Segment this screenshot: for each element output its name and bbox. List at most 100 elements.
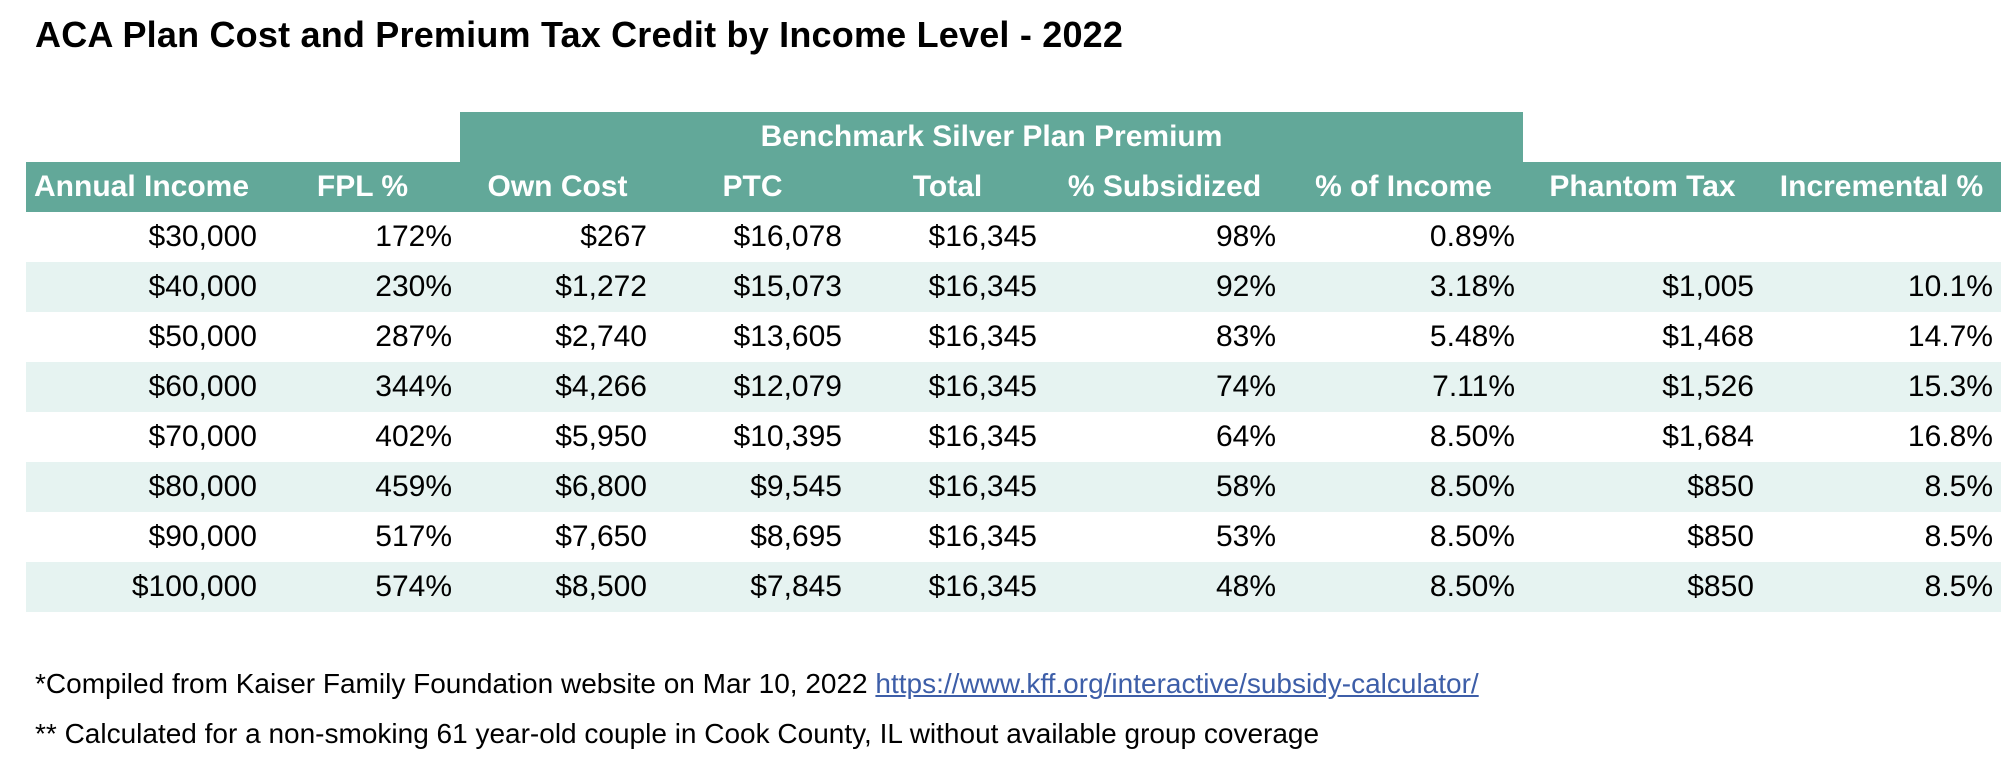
table-row: $40,000 230% $1,272 $15,073 $16,345 92% … (26, 262, 2001, 312)
cell-phantom-tax: $850 (1687, 520, 1754, 553)
cell-phantom-tax: $1,684 (1662, 420, 1754, 453)
cell-fpl-percent: 344% (265, 362, 460, 412)
cell-percent-of-income: 8.50% (1429, 520, 1515, 553)
cell-own-cost: $6,800 (460, 462, 655, 512)
cell-percent-of-income: 0.89% (1429, 220, 1515, 253)
cell-ptc: $7,845 (655, 562, 850, 612)
cell-ptc: $8,695 (750, 520, 842, 553)
cell-total: $16,345 (850, 562, 1045, 612)
cell-fpl-percent: 230% (265, 262, 460, 312)
table-row: $30,000 172% $267 $16,078 $16,345 98% 0.… (26, 212, 2001, 262)
footnote-assumptions: ** Calculated for a non-smoking 61 year-… (35, 718, 1320, 749)
table-row: $80,000 459% $6,800 $9,545 $16,345 58% 8… (26, 462, 2001, 512)
cell-annual-income: $30,000 (148, 220, 257, 253)
kff-calculator-link[interactable]: https://www.kff.org/interactive/subsidy-… (875, 668, 1479, 699)
cell-total: $16,345 (928, 520, 1037, 553)
cell-annual-income: $60,000 (26, 362, 265, 412)
cell-annual-income: $50,000 (148, 320, 257, 353)
cell-phantom-tax: $1,005 (1523, 262, 1762, 312)
column-header-annual-income: Annual Income (26, 162, 265, 212)
cell-percent-of-income: 8.50% (1284, 562, 1523, 612)
cell-percent-of-income: 5.48% (1429, 320, 1515, 353)
cell-ptc: $10,395 (733, 420, 842, 453)
cell-incremental-percent: 8.5% (1762, 462, 2001, 512)
group-spacer-right (1523, 112, 2001, 162)
cell-percent-of-income: 8.50% (1284, 462, 1523, 512)
column-header-phantom-tax: Phantom Tax (1523, 162, 1762, 212)
column-header-fpl-percent: FPL % (265, 162, 460, 212)
cell-fpl-percent: 172% (375, 220, 452, 253)
column-header-percent-of-income: % of Income (1284, 162, 1523, 212)
table-row: $100,000 574% $8,500 $7,845 $16,345 48% … (26, 562, 2001, 612)
cell-own-cost: $8,500 (460, 562, 655, 612)
cell-phantom-tax: $1,526 (1523, 362, 1762, 412)
cell-fpl-percent: 402% (375, 420, 452, 453)
cell-percent-of-income: 7.11% (1284, 362, 1523, 412)
table-row: $70,000 402% $5,950 $10,395 $16,345 64% … (26, 412, 2001, 462)
cell-fpl-percent: 517% (375, 520, 452, 553)
column-header-percent-subsidized: % Subsidized (1045, 162, 1284, 212)
cell-percent-subsidized: 58% (1045, 462, 1284, 512)
cell-total: $16,345 (928, 220, 1037, 253)
cell-incremental-percent: 8.5% (1762, 562, 2001, 612)
table-row: $50,000 287% $2,740 $13,605 $16,345 83% … (26, 312, 2001, 362)
cell-own-cost: $2,740 (555, 320, 647, 353)
cell-phantom-tax: $850 (1523, 462, 1762, 512)
cell-percent-subsidized: 98% (1215, 220, 1276, 253)
cell-incremental-percent: 15.3% (1762, 362, 2001, 412)
column-header-ptc: PTC (655, 162, 850, 212)
cell-percent-subsidized: 74% (1045, 362, 1284, 412)
cell-incremental-percent: 16.8% (1907, 420, 1993, 453)
cell-percent-of-income: 3.18% (1284, 262, 1523, 312)
cell-annual-income: $100,000 (26, 562, 265, 612)
page-title: ACA Plan Cost and Premium Tax Credit by … (35, 14, 1124, 55)
cell-annual-income: $80,000 (26, 462, 265, 512)
column-header-incremental-percent: Incremental % (1762, 162, 2001, 212)
cell-ptc: $16,078 (733, 220, 842, 253)
group-header-benchmark: Benchmark Silver Plan Premium (460, 112, 1523, 162)
cell-percent-subsidized: 83% (1215, 320, 1276, 353)
cell-total: $16,345 (850, 462, 1045, 512)
cell-percent-subsidized: 48% (1045, 562, 1284, 612)
cell-own-cost: $4,266 (460, 362, 655, 412)
cell-own-cost: $267 (580, 220, 647, 253)
cell-own-cost: $1,272 (460, 262, 655, 312)
cell-fpl-percent: 574% (265, 562, 460, 612)
table-row: $60,000 344% $4,266 $12,079 $16,345 74% … (26, 362, 2001, 412)
cell-incremental-percent: 8.5% (1924, 520, 1993, 553)
cell-own-cost: $5,950 (555, 420, 647, 453)
cell-percent-of-income: 8.50% (1429, 420, 1515, 453)
cell-ptc: $9,545 (655, 462, 850, 512)
cell-annual-income: $90,000 (148, 520, 257, 553)
column-header-row: Annual Income FPL % Own Cost PTC Total %… (26, 162, 2001, 212)
cell-incremental-percent: 14.7% (1907, 320, 1993, 353)
cell-ptc: $13,605 (733, 320, 842, 353)
cell-percent-subsidized: 92% (1045, 262, 1284, 312)
cell-phantom-tax: $1,468 (1662, 320, 1754, 353)
table-row: $90,000 517% $7,650 $8,695 $16,345 53% 8… (26, 512, 2001, 562)
cell-percent-subsidized: 64% (1215, 420, 1276, 453)
cell-incremental-percent: 10.1% (1762, 262, 2001, 312)
cell-fpl-percent: 287% (375, 320, 452, 353)
cell-total: $16,345 (928, 420, 1037, 453)
column-header-total: Total (850, 162, 1045, 212)
footnote-source: *Compiled from Kaiser Family Foundation … (35, 668, 1479, 700)
group-spacer-left (26, 112, 460, 162)
cell-phantom-tax: $850 (1523, 562, 1762, 612)
column-header-own-cost: Own Cost (460, 162, 655, 212)
cell-total: $16,345 (850, 262, 1045, 312)
cell-own-cost: $7,650 (555, 520, 647, 553)
cell-phantom-tax (1523, 212, 1762, 262)
cell-ptc: $15,073 (655, 262, 850, 312)
premium-table: Benchmark Silver Plan Premium Annual Inc… (26, 112, 2001, 612)
cell-ptc: $12,079 (655, 362, 850, 412)
footnote-source-text: *Compiled from Kaiser Family Foundation … (35, 668, 868, 699)
cell-total: $16,345 (850, 362, 1045, 412)
cell-annual-income: $70,000 (148, 420, 257, 453)
cell-percent-subsidized: 53% (1215, 520, 1276, 553)
cell-fpl-percent: 459% (265, 462, 460, 512)
cell-annual-income: $40,000 (26, 262, 265, 312)
cell-total: $16,345 (928, 320, 1037, 353)
cell-incremental-percent (1762, 212, 2001, 262)
group-header-row: Benchmark Silver Plan Premium (26, 112, 2001, 162)
